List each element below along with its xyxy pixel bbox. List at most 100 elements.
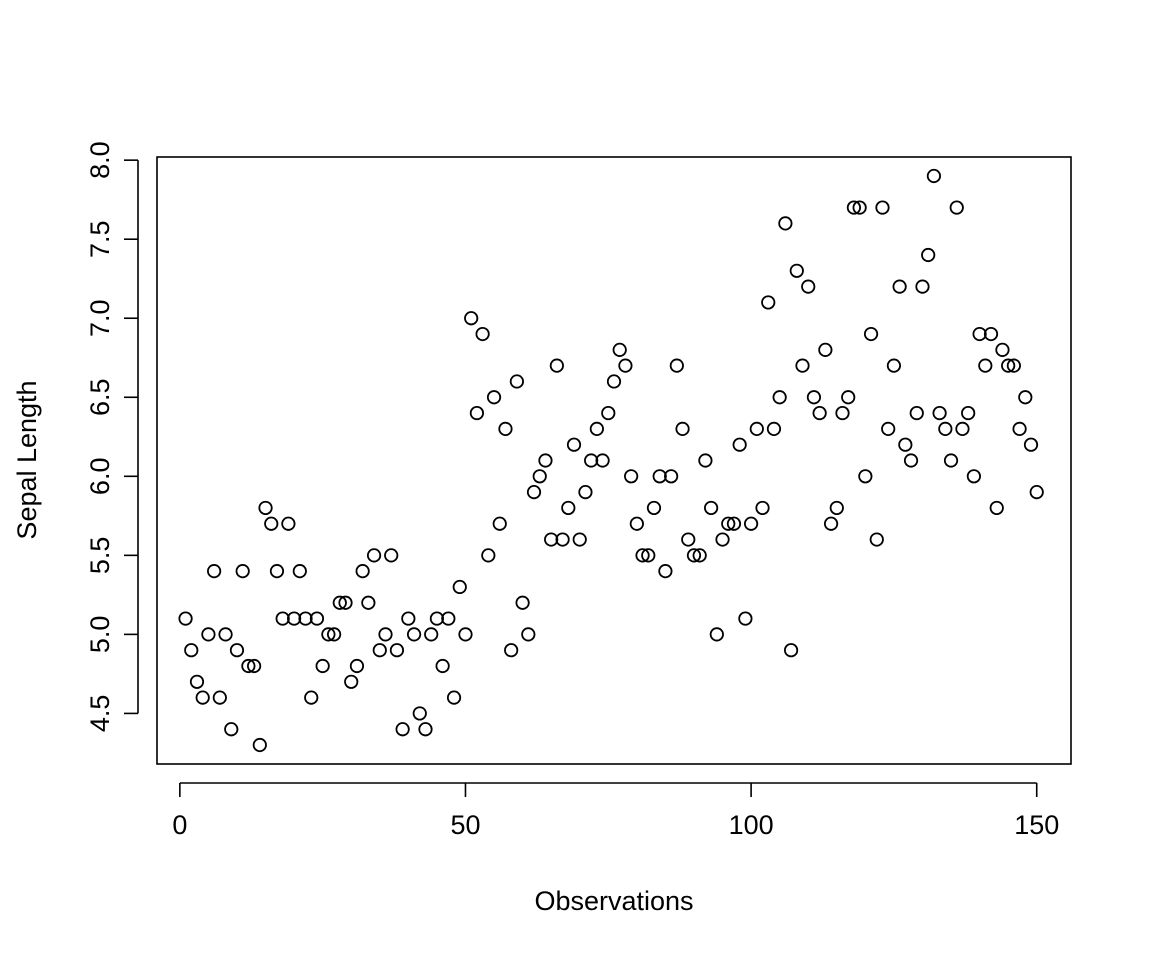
data-point — [926, 168, 942, 184]
data-point — [441, 611, 456, 626]
data-point — [395, 722, 410, 737]
data-point — [635, 548, 650, 563]
data-point — [538, 453, 553, 468]
data-point — [1006, 358, 1021, 373]
data-point — [492, 516, 507, 531]
data-point — [983, 326, 999, 342]
y-tick-label: 4.5 — [85, 695, 115, 733]
data-point — [532, 469, 547, 484]
data-point — [304, 690, 319, 705]
data-point — [475, 326, 490, 342]
data-point — [344, 674, 359, 689]
y-tick-label: 5.5 — [85, 537, 115, 575]
data-point — [264, 516, 279, 531]
data-point — [435, 658, 450, 674]
data-point — [601, 405, 616, 421]
data-point — [795, 358, 810, 373]
data-point — [201, 627, 216, 642]
data-point — [818, 342, 833, 357]
data-point — [1012, 421, 1027, 436]
data-point — [241, 658, 256, 674]
data-point — [915, 279, 930, 294]
data-point — [544, 532, 559, 547]
data-point — [829, 500, 844, 516]
data-point — [521, 627, 536, 642]
data-point — [641, 548, 656, 563]
y-axis-label: Sepal Length — [12, 380, 42, 539]
y-tick-label: 5.0 — [85, 616, 115, 654]
data-point — [618, 358, 633, 373]
data-point — [863, 326, 879, 342]
data-point — [349, 658, 365, 674]
data-point — [452, 579, 467, 595]
data-point — [995, 342, 1010, 357]
data-point — [275, 611, 290, 626]
data-point — [881, 421, 896, 436]
data-point — [469, 405, 484, 421]
y-tick-label: 6.5 — [85, 378, 115, 416]
data-point — [898, 437, 913, 452]
data-point — [178, 611, 193, 626]
data-point — [258, 500, 273, 516]
data-point — [326, 627, 342, 642]
data-point — [938, 421, 953, 436]
data-point — [412, 706, 427, 721]
data-point — [464, 311, 479, 326]
x-tick-label: 150 — [1014, 810, 1059, 840]
data-point — [932, 405, 947, 421]
data-point — [709, 627, 724, 642]
data-point — [566, 437, 582, 452]
data-point — [269, 564, 285, 579]
data-point — [612, 342, 627, 357]
data-point — [1023, 437, 1039, 452]
data-point — [606, 374, 622, 389]
y-tick-label: 7.0 — [85, 299, 115, 337]
data-point — [772, 390, 787, 405]
data-point — [578, 485, 593, 500]
data-point — [207, 564, 222, 579]
data-point — [692, 548, 707, 563]
data-point — [841, 390, 856, 405]
data-point — [555, 532, 570, 547]
data-point — [458, 627, 473, 642]
data-point — [858, 469, 873, 484]
data-point — [961, 405, 976, 421]
data-point — [892, 279, 907, 294]
data-point — [646, 500, 662, 516]
data-point — [235, 564, 250, 579]
data-point — [481, 548, 496, 563]
data-point — [247, 658, 262, 674]
data-point — [549, 358, 564, 373]
data-point — [498, 421, 513, 436]
data-point — [812, 405, 827, 421]
data-point — [286, 611, 302, 626]
data-point — [309, 611, 325, 626]
data-point — [218, 627, 233, 642]
data-point — [372, 643, 387, 658]
data-point — [664, 469, 679, 484]
data-point — [835, 405, 850, 421]
data-point — [955, 421, 970, 436]
y-tick-label: 8.0 — [85, 141, 115, 179]
data-point — [1001, 358, 1016, 373]
data-point — [789, 263, 804, 278]
data-point — [766, 421, 782, 436]
data-point — [801, 279, 816, 294]
data-point — [298, 611, 313, 626]
data-point — [389, 643, 405, 658]
data-point — [406, 627, 422, 642]
data-point — [686, 548, 702, 563]
data-point — [875, 200, 890, 215]
x-axis-label: Observations — [534, 886, 693, 916]
data-point — [189, 674, 205, 689]
data-point — [704, 500, 719, 516]
data-point — [698, 453, 713, 468]
data-point — [624, 469, 639, 484]
data-point — [738, 611, 753, 626]
data-point — [584, 453, 599, 468]
data-point — [429, 611, 445, 626]
data-point — [184, 643, 199, 658]
plot-frame — [156, 156, 1072, 765]
data-point — [361, 595, 376, 610]
